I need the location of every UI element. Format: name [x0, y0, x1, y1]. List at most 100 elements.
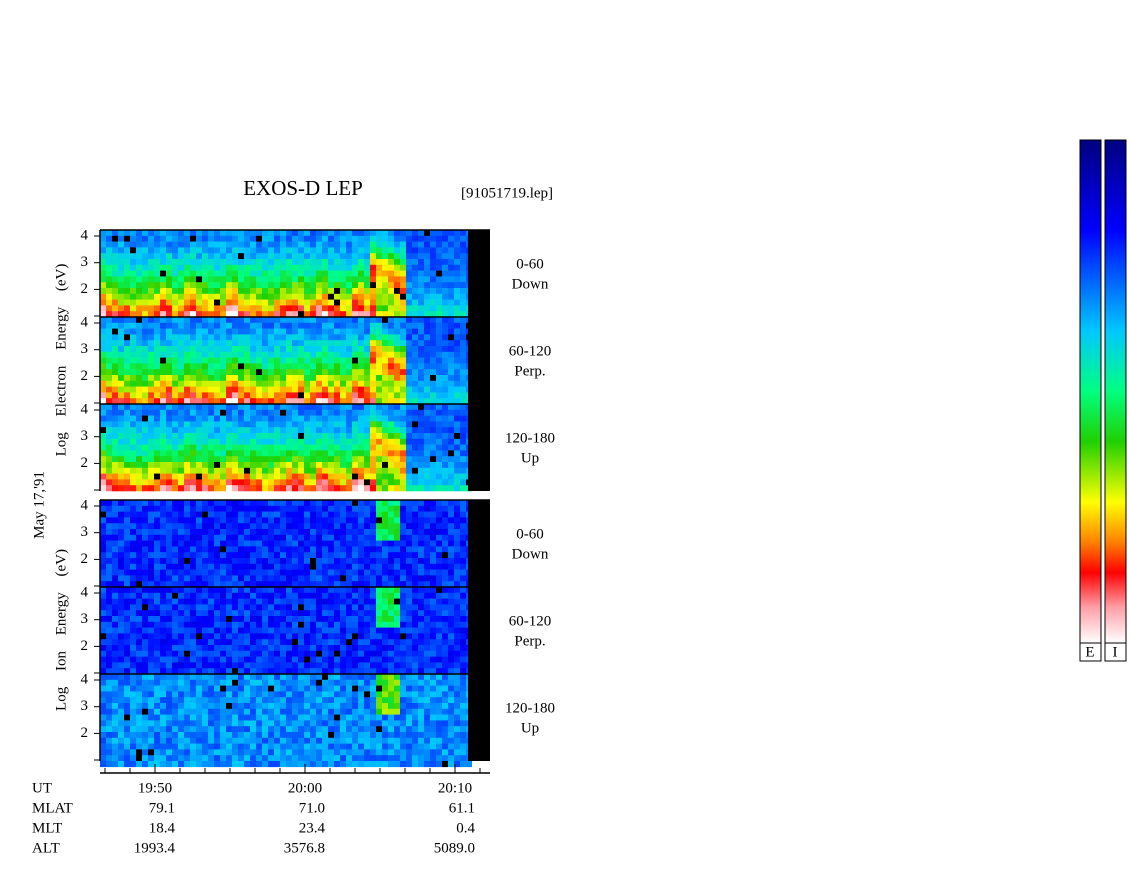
spectrogram-cell [148, 540, 154, 547]
spectrogram-cell [106, 761, 112, 768]
spectrogram-cell [370, 369, 376, 376]
spectrogram-cell [124, 241, 130, 248]
spectrogram-cell [196, 627, 202, 634]
spectrogram-cell [244, 276, 250, 283]
spectrogram-cell [154, 726, 160, 733]
spectrogram-cell [130, 598, 136, 605]
spectrogram-cell [388, 409, 394, 416]
spectrogram-cell [232, 282, 238, 289]
spectrogram-cell [244, 456, 250, 463]
spectrogram-cell [190, 569, 196, 576]
spectrogram-cell [106, 375, 112, 382]
spectrogram-cell [118, 546, 124, 553]
spectrogram-cell [268, 259, 274, 266]
spectrogram-cell [358, 569, 364, 576]
spectrogram-cell [292, 616, 298, 623]
spectrogram-cell [376, 392, 382, 399]
spectrogram-cell [370, 328, 376, 335]
spectrogram-cell [268, 299, 274, 306]
spectrogram-cell [424, 259, 430, 266]
spectrogram-cell [286, 421, 292, 428]
spectrogram-cell [196, 517, 202, 524]
spectrogram-cell [310, 247, 316, 254]
spectrogram-cell [142, 645, 148, 652]
spectrogram-cell [346, 581, 352, 588]
spectrogram-cell [172, 587, 178, 594]
spectrogram-cell [310, 386, 316, 393]
spectrogram-cell [442, 656, 448, 663]
spectrogram-cell [154, 674, 160, 681]
spectrogram-cell [286, 253, 292, 260]
spectrogram-cell [286, 328, 292, 335]
spectrogram-cell [436, 485, 442, 492]
spectrogram-cell [352, 656, 358, 663]
spectrogram-cell [388, 558, 394, 565]
spectrogram-cell [352, 639, 358, 646]
spectrogram-cell [280, 563, 286, 570]
spectrogram-cell [250, 604, 256, 611]
spectrogram-cell [346, 534, 352, 541]
spectrogram-cell [436, 334, 442, 341]
spectrogram-cell [136, 650, 142, 657]
spectrogram-cell [142, 650, 148, 657]
spectrogram-cell [436, 563, 442, 570]
spectrogram-cell [124, 737, 130, 744]
spectrogram-cell [268, 386, 274, 393]
spectrogram-cell [100, 351, 106, 358]
spectrogram-cell [322, 523, 328, 530]
spectrogram-cell [394, 479, 400, 486]
spectrogram-cell [280, 517, 286, 524]
spectrogram-cell [340, 462, 346, 469]
spectrogram-cell [196, 656, 202, 663]
spectrogram-cell [436, 433, 442, 440]
spectrogram-cell [274, 650, 280, 657]
spectrogram-cell [166, 317, 172, 324]
spectrogram-cell [118, 264, 124, 271]
spectrogram-cell [310, 575, 316, 582]
spectrogram-cell [436, 479, 442, 486]
spectrogram-cell [430, 282, 436, 289]
spectrogram-cell [298, 253, 304, 260]
spectrogram-cell [100, 450, 106, 457]
spectrogram-cell [316, 340, 322, 347]
spectrogram-cell [382, 467, 388, 474]
spectrogram-cell [268, 241, 274, 248]
spectrogram-cell [190, 473, 196, 480]
spectrogram-cell [196, 311, 202, 318]
spectrogram-cell [376, 322, 382, 329]
spectrogram-cell [142, 529, 148, 536]
spectrogram-cell [268, 427, 274, 434]
spectrogram-cell [406, 340, 412, 347]
spectrogram-cell [424, 662, 430, 669]
spectrogram-cell [124, 462, 130, 469]
spectrogram-cell [304, 305, 310, 312]
spectrogram-cell [130, 270, 136, 277]
spectrogram-cell [460, 467, 466, 474]
spectrogram-cell [316, 247, 322, 254]
spectrogram-cell [196, 334, 202, 341]
spectrogram-cell [142, 369, 148, 376]
spectrogram-cell [340, 610, 346, 617]
spectrogram-cell [154, 633, 160, 640]
spectrogram-cell [124, 357, 130, 364]
spectrogram-cell [346, 241, 352, 248]
spectrogram-cell [382, 380, 388, 387]
spectrogram-cell [364, 633, 370, 640]
spectrogram-cell [346, 363, 352, 370]
spectrogram-cell [340, 288, 346, 295]
spectrogram-cell [124, 621, 130, 628]
spectrogram-cell [106, 563, 112, 570]
spectrogram-cell [154, 627, 160, 634]
spectrogram-cell [274, 523, 280, 530]
spectrogram-cell [376, 462, 382, 469]
spectrogram-cell [400, 421, 406, 428]
spectrogram-cell [442, 534, 448, 541]
spectrogram-cell [244, 380, 250, 387]
spectrogram-cell [448, 346, 454, 353]
spectrogram-cell [160, 467, 166, 474]
spectrogram-cell [130, 346, 136, 353]
spectrogram-cell [376, 433, 382, 440]
spectrogram-cell [118, 598, 124, 605]
spectrogram-cell [250, 386, 256, 393]
